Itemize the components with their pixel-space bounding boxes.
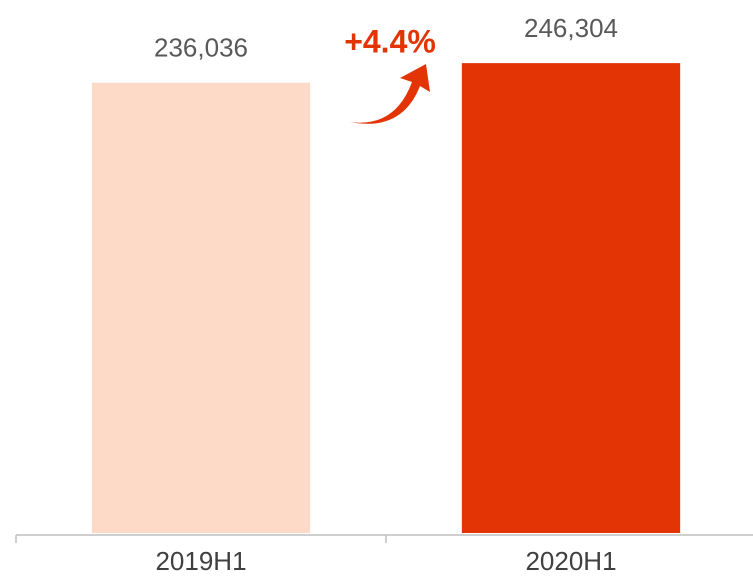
growth-arrow (350, 64, 430, 124)
bar (461, 63, 681, 534)
value-label: 246,304 (524, 13, 618, 43)
annotation: +4.4% (344, 23, 436, 59)
value-label: 236,036 (154, 33, 248, 63)
x-tick-label: 2019H1 (155, 546, 246, 576)
bar (91, 82, 311, 533)
x-tick-label: 2020H1 (525, 546, 616, 576)
